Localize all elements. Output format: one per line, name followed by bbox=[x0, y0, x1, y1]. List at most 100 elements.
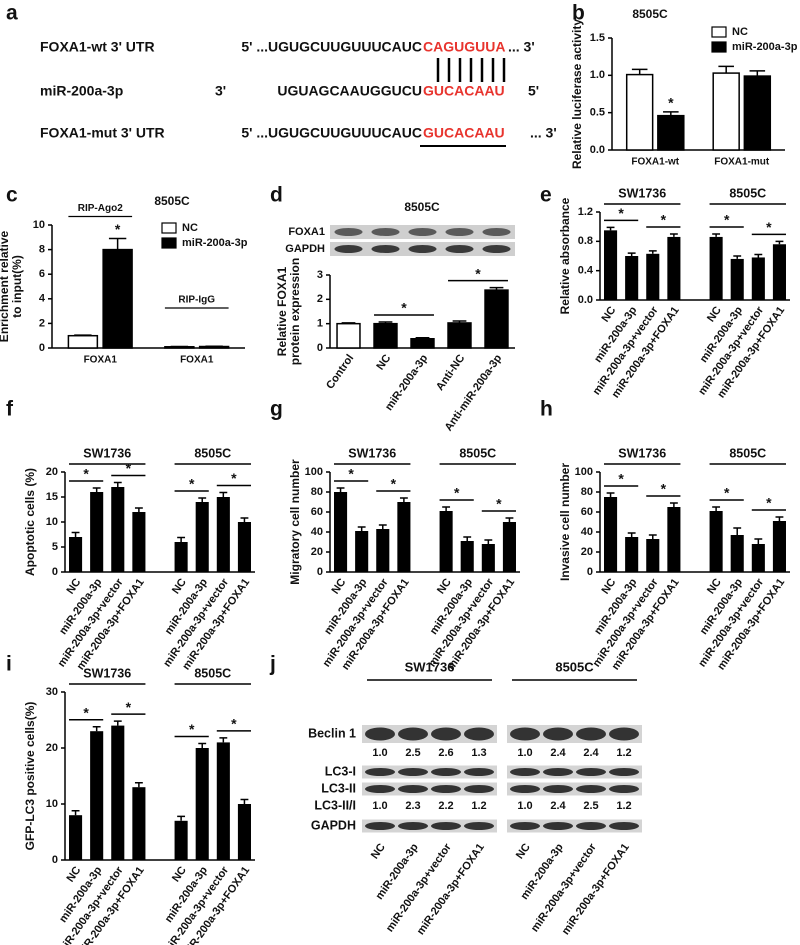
blot-band bbox=[543, 785, 573, 793]
significance-mark: * bbox=[496, 496, 502, 512]
significance-mark: * bbox=[766, 219, 772, 235]
bar bbox=[174, 542, 188, 572]
bar bbox=[336, 322, 361, 349]
bar bbox=[460, 541, 474, 572]
error-bar bbox=[198, 742, 207, 748]
legend-swatch bbox=[161, 222, 177, 234]
legend-label: NC bbox=[732, 26, 748, 38]
bar bbox=[730, 535, 744, 572]
error-bar bbox=[219, 491, 228, 497]
significance-mark: * bbox=[115, 221, 121, 237]
row-label: LC3-II/I bbox=[314, 798, 356, 812]
error-bar bbox=[74, 334, 92, 336]
x-tick-label: FOXA1-wt bbox=[631, 157, 679, 168]
row-label: LC3-I bbox=[325, 764, 356, 778]
group-label: 8505C bbox=[729, 446, 766, 460]
bar bbox=[646, 539, 660, 572]
y-tick-label: 6 bbox=[39, 268, 45, 280]
bar bbox=[447, 322, 472, 349]
band-ratio: 2.5 bbox=[405, 747, 420, 759]
band-ratio: 2.6 bbox=[438, 747, 453, 759]
x-tick-label: FOXA1 bbox=[84, 355, 118, 366]
error-bar bbox=[134, 781, 143, 788]
blot-strip bbox=[507, 819, 642, 833]
y-tick-label: 40 bbox=[581, 526, 593, 538]
blot-band bbox=[365, 822, 395, 830]
seed-site: GUCACAAU bbox=[423, 125, 505, 141]
sequence: 3' bbox=[215, 83, 226, 99]
bar bbox=[355, 531, 369, 572]
blot-band bbox=[464, 822, 494, 830]
group-label: 8505C bbox=[194, 666, 231, 680]
bar bbox=[397, 502, 411, 572]
significance-mark: * bbox=[724, 485, 730, 501]
bar bbox=[646, 253, 660, 300]
significance-mark: * bbox=[668, 95, 674, 111]
bar bbox=[111, 725, 125, 860]
blot-band bbox=[431, 822, 461, 830]
x-tick-label: NC bbox=[599, 304, 618, 324]
band-ratio: 2.3 bbox=[405, 800, 420, 812]
sequence: 5' bbox=[528, 83, 539, 99]
blot-band bbox=[371, 245, 400, 253]
bar bbox=[625, 256, 639, 300]
panel-letter: b bbox=[572, 2, 585, 25]
y-tick-label: 1.0 bbox=[590, 69, 605, 81]
chart-title: 8505C bbox=[404, 200, 440, 214]
group-label: 8505C bbox=[729, 186, 766, 200]
x-tick-label: NC bbox=[64, 864, 83, 884]
error-bar bbox=[631, 68, 648, 75]
error-bar bbox=[378, 321, 393, 324]
error-bar bbox=[749, 70, 766, 77]
bar bbox=[772, 521, 786, 572]
blot-band bbox=[609, 822, 639, 830]
row-label: GAPDH bbox=[311, 818, 356, 832]
error-bar bbox=[341, 322, 356, 324]
significance-mark: * bbox=[83, 704, 89, 720]
y-tick-label: 0 bbox=[587, 566, 593, 578]
blot-band bbox=[543, 822, 573, 830]
panel-letter: d bbox=[270, 184, 283, 207]
band-ratio: 1.3 bbox=[471, 747, 486, 759]
bar bbox=[751, 257, 765, 300]
blot-band bbox=[365, 727, 395, 741]
blot-band bbox=[510, 727, 540, 741]
row-label: LC3-II bbox=[321, 781, 356, 795]
band-ratio: 1.0 bbox=[372, 800, 387, 812]
error-bar bbox=[733, 255, 742, 259]
x-tick-label: NC bbox=[705, 576, 724, 596]
blot-band bbox=[371, 228, 400, 236]
y-tick-label: 3 bbox=[317, 269, 323, 281]
pairing-lines bbox=[436, 58, 506, 82]
blot-band bbox=[609, 727, 639, 741]
error-bar bbox=[648, 534, 657, 539]
blot-strip bbox=[362, 765, 497, 779]
bar bbox=[111, 487, 125, 572]
error-bar bbox=[712, 233, 721, 237]
x-tick-label: NC bbox=[599, 576, 618, 596]
y-tick-label: 30 bbox=[46, 686, 58, 698]
bar bbox=[730, 258, 744, 300]
error-bar bbox=[134, 507, 143, 512]
y-axis-label: Relative FOXA1 bbox=[275, 266, 289, 356]
y-tick-label: 0 bbox=[52, 854, 58, 866]
blot-band bbox=[464, 785, 494, 793]
bar bbox=[67, 334, 99, 349]
error-bar bbox=[648, 250, 657, 254]
blot-band bbox=[464, 727, 494, 741]
blot-band bbox=[398, 822, 428, 830]
error-bar bbox=[177, 536, 186, 542]
group-label: SW1736 bbox=[618, 186, 666, 200]
error-bar bbox=[606, 492, 615, 497]
sequence: ... 3' bbox=[530, 125, 557, 141]
bar bbox=[709, 236, 723, 300]
significance-mark: * bbox=[126, 699, 132, 715]
y-tick-label: 2 bbox=[39, 317, 45, 329]
bar bbox=[410, 338, 435, 349]
x-tick-label: FOXA1-mut bbox=[714, 157, 770, 168]
x-tick-label: NC bbox=[374, 352, 393, 372]
error-bar bbox=[754, 253, 763, 258]
error-bar bbox=[177, 815, 186, 821]
y-tick-label: 2 bbox=[317, 293, 323, 305]
error-bar bbox=[92, 725, 101, 732]
